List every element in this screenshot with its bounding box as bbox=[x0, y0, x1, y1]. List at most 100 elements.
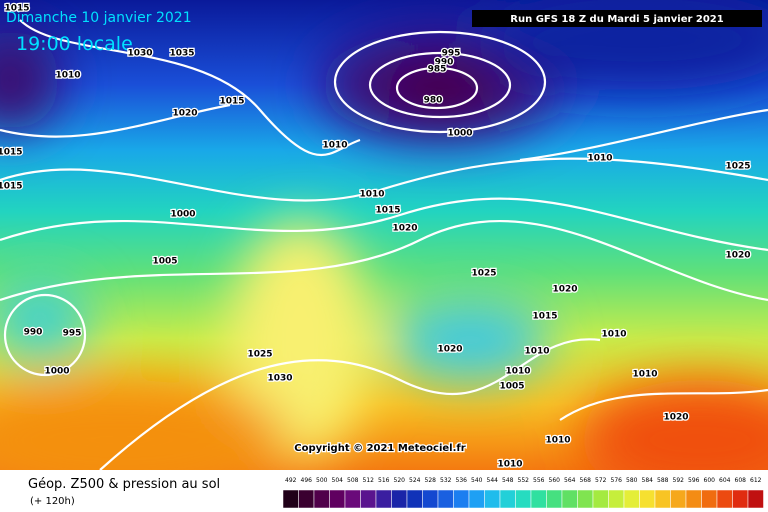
scale-swatch bbox=[654, 489, 671, 509]
isobar-label: 1000 bbox=[447, 129, 472, 139]
isobar-label: 990 bbox=[435, 58, 454, 68]
isobar-label: 1005 bbox=[152, 257, 177, 267]
scale-label: 528 bbox=[425, 477, 437, 484]
scale-swatch bbox=[298, 489, 315, 509]
isobar-label: 1035 bbox=[169, 49, 194, 59]
run-banner bbox=[472, 10, 762, 27]
isobar-label: 980 bbox=[424, 96, 443, 106]
scale-swatch bbox=[484, 489, 501, 509]
scale-label: 560 bbox=[549, 477, 561, 484]
scale-swatch bbox=[344, 489, 361, 509]
scale-label: 516 bbox=[378, 477, 390, 484]
scale-swatch bbox=[701, 489, 718, 509]
forecast-time: 19:00 locale bbox=[16, 33, 133, 55]
isobar-label: 1020 bbox=[552, 285, 577, 295]
scale-swatch bbox=[546, 489, 563, 509]
isobar-label: 1010 bbox=[359, 190, 384, 200]
scale-label: 536 bbox=[456, 477, 468, 484]
color-scale: 492 496 500 504 508 512 516 520 524 528 532 536 540 5… bbox=[282, 477, 764, 509]
scale-swatch bbox=[437, 489, 454, 509]
scale-label: 580 bbox=[626, 477, 638, 484]
scale-label: 608 bbox=[735, 477, 747, 484]
scale-swatch bbox=[530, 489, 547, 509]
scale-label: 592 bbox=[673, 477, 685, 484]
scale-label: 524 bbox=[409, 477, 421, 484]
isobar-label: 1010 bbox=[322, 141, 347, 151]
scale-label: 584 bbox=[642, 477, 654, 484]
isobar-label: 1005 bbox=[499, 382, 524, 392]
isobar-label: 990 bbox=[24, 328, 43, 338]
isobar-label: 1030 bbox=[127, 49, 152, 59]
isobar-label: 1015 bbox=[0, 182, 23, 192]
isobar-label: 1020 bbox=[725, 251, 750, 261]
scale-label: 492 bbox=[285, 477, 297, 484]
footer-title: Géop. Z500 & pression au sol bbox=[28, 477, 220, 492]
isobar-label: 1010 bbox=[497, 460, 522, 470]
isobar-label: 1020 bbox=[172, 109, 197, 119]
scale-swatch bbox=[360, 489, 377, 509]
isobar-label: 1010 bbox=[601, 330, 626, 340]
isobar-label: 995 bbox=[442, 49, 461, 59]
forecast-date: Dimanche 10 janvier 2021 bbox=[6, 10, 192, 26]
scale-label: 576 bbox=[611, 477, 623, 484]
scale-label: 504 bbox=[332, 477, 344, 484]
scale-swatch bbox=[375, 489, 392, 509]
isobar-label: 1010 bbox=[545, 436, 570, 446]
scale-swatch bbox=[515, 489, 532, 509]
scale-swatch bbox=[282, 489, 299, 509]
isobars bbox=[0, 19, 768, 471]
footer-lead: (+ 120h) bbox=[30, 496, 75, 507]
scale-label: 512 bbox=[363, 477, 375, 484]
isobar-label: 1015 bbox=[4, 4, 29, 14]
isobar-label: 1000 bbox=[170, 210, 195, 220]
isobar-label: 1025 bbox=[725, 162, 750, 172]
scale-label: 588 bbox=[657, 477, 669, 484]
scale-swatch bbox=[453, 489, 470, 509]
scale-swatch bbox=[406, 489, 423, 509]
isobar-label: 1025 bbox=[471, 269, 496, 279]
scale-label: 596 bbox=[688, 477, 700, 484]
scale-swatch bbox=[670, 489, 687, 509]
isobar-label: 985 bbox=[428, 65, 447, 75]
scale-swatch bbox=[732, 489, 749, 509]
scale-swatch bbox=[329, 489, 346, 509]
scale-label: 572 bbox=[595, 477, 607, 484]
scale-swatch bbox=[561, 489, 578, 509]
isobar-label: 1020 bbox=[437, 345, 462, 355]
isobar-label: 1010 bbox=[587, 154, 612, 164]
isobar-label: 1015 bbox=[219, 97, 244, 107]
scale-label: 568 bbox=[580, 477, 592, 484]
scale-label: 552 bbox=[518, 477, 530, 484]
scale-label: 540 bbox=[471, 477, 483, 484]
isobar-label: 1020 bbox=[663, 413, 688, 423]
scale-swatch bbox=[391, 489, 408, 509]
scale-swatch bbox=[499, 489, 516, 509]
scale-label: 500 bbox=[316, 477, 328, 484]
isobar-label: 1010 bbox=[505, 367, 530, 377]
run-info: Run GFS 18 Z du Mardi 5 janvier 2021 bbox=[510, 14, 723, 25]
isobar-label: 1010 bbox=[55, 71, 80, 81]
scale-label: 548 bbox=[502, 477, 514, 484]
scale-label: 544 bbox=[487, 477, 499, 484]
scale-swatch bbox=[592, 489, 609, 509]
isobar-label: 1025 bbox=[247, 350, 272, 360]
scale-swatch bbox=[639, 489, 656, 509]
isobar-label: 1015 bbox=[0, 148, 23, 158]
field-shading bbox=[0, 0, 768, 500]
copyright: Copyright © 2021 Meteociel.fr bbox=[294, 443, 465, 454]
scale-swatch bbox=[608, 489, 625, 509]
scale-swatch bbox=[685, 489, 702, 509]
scale-label: 520 bbox=[394, 477, 406, 484]
scale-swatch bbox=[747, 489, 764, 509]
scale-label: 508 bbox=[347, 477, 359, 484]
scale-label: 564 bbox=[564, 477, 576, 484]
isobar-label: 1010 bbox=[524, 347, 549, 357]
scale-label: 612 bbox=[750, 477, 762, 484]
scale-swatch bbox=[623, 489, 640, 509]
isobar-label: 1030 bbox=[267, 374, 292, 384]
scale-swatch bbox=[313, 489, 330, 509]
isobar-label: 1010 bbox=[632, 370, 657, 380]
